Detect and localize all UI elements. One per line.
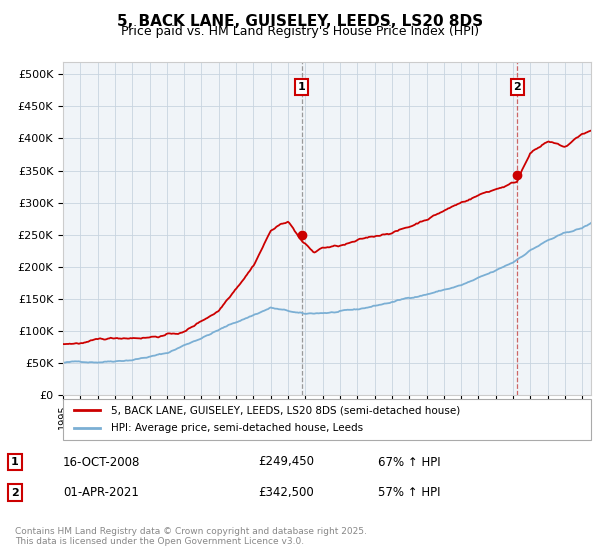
- Text: 1: 1: [11, 457, 19, 467]
- Text: Price paid vs. HM Land Registry's House Price Index (HPI): Price paid vs. HM Land Registry's House …: [121, 25, 479, 38]
- Text: 2: 2: [11, 488, 19, 498]
- Text: 1: 1: [298, 82, 305, 92]
- Text: 5, BACK LANE, GUISELEY, LEEDS, LS20 8DS: 5, BACK LANE, GUISELEY, LEEDS, LS20 8DS: [117, 14, 483, 29]
- Text: 67% ↑ HPI: 67% ↑ HPI: [378, 455, 440, 469]
- FancyBboxPatch shape: [63, 399, 591, 440]
- Text: HPI: Average price, semi-detached house, Leeds: HPI: Average price, semi-detached house,…: [110, 423, 362, 433]
- Text: 57% ↑ HPI: 57% ↑ HPI: [378, 486, 440, 500]
- Text: 01-APR-2021: 01-APR-2021: [63, 486, 139, 500]
- Text: £249,450: £249,450: [258, 455, 314, 469]
- Text: 2: 2: [514, 82, 521, 92]
- Text: £342,500: £342,500: [258, 486, 314, 500]
- Text: 16-OCT-2008: 16-OCT-2008: [63, 455, 140, 469]
- Text: 5, BACK LANE, GUISELEY, LEEDS, LS20 8DS (semi-detached house): 5, BACK LANE, GUISELEY, LEEDS, LS20 8DS …: [110, 405, 460, 415]
- Text: Contains HM Land Registry data © Crown copyright and database right 2025.
This d: Contains HM Land Registry data © Crown c…: [15, 526, 367, 546]
